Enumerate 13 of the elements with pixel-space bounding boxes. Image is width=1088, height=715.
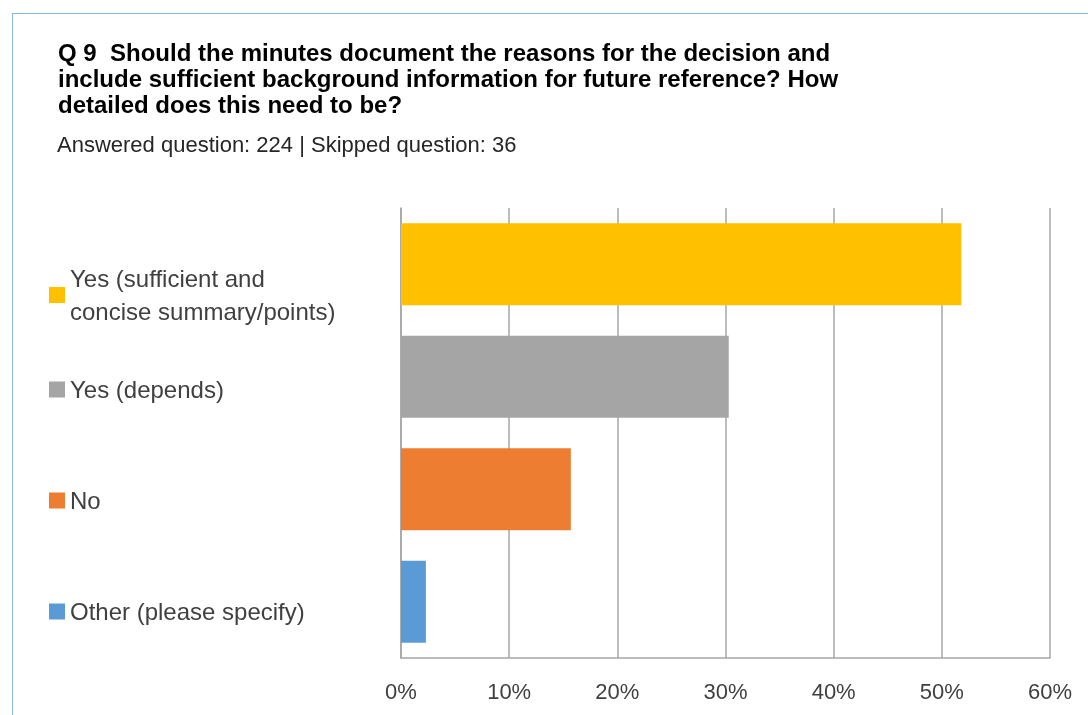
x-tick-label: 60% [1027,678,1073,704]
x-tick-label: 30% [703,678,748,704]
x-tick-label: 0% [385,678,417,704]
x-tick-label: 50% [919,678,964,704]
legend-label: Yes (sufficient and concise summary/points) [70,265,336,325]
x-tick-label: 40% [811,678,856,704]
x-tick-label: 10% [487,678,532,704]
legend-label: Other (please specify) [70,598,305,625]
legend-label: Yes (depends) [70,376,224,403]
x-tick-label: 20% [595,678,640,704]
chart-subtitle: Answered question: 224 | Skipped question: 36 [57,131,517,157]
chart-title: Q 9 Should the minutes document the reasons for the decision and include sufficient background information for future reference? How detailed does this need to be? [58,38,845,118]
legend-label: No [70,487,101,514]
